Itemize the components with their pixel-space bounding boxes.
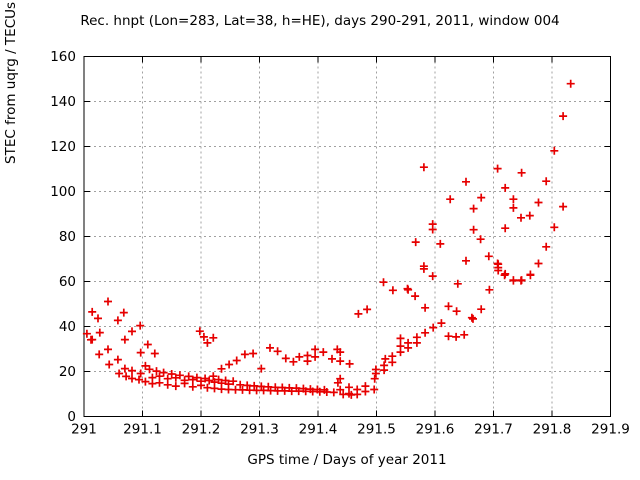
y-tick-label: 60 <box>59 274 76 290</box>
y-tick-label: 140 <box>50 94 76 110</box>
x-tick-label: 291.7 <box>474 422 513 438</box>
x-tick-label: 291.4 <box>299 422 338 438</box>
x-tick-label: 291.1 <box>123 422 162 438</box>
x-tick-label: 291.3 <box>240 422 279 438</box>
x-tick-label: 291.8 <box>533 422 572 438</box>
y-tick-label: 160 <box>50 49 76 65</box>
x-tick-label: 291.6 <box>416 422 455 438</box>
y-tick-label: 100 <box>50 184 76 200</box>
y-tick-label: 0 <box>67 409 76 425</box>
y-tick-label: 40 <box>59 319 76 335</box>
y-tick-label: 80 <box>59 229 76 245</box>
plot-frame <box>83 56 611 417</box>
x-tick-label: 291.2 <box>182 422 221 438</box>
x-tick-label: 291.9 <box>591 422 630 438</box>
x-tick-label: 291 <box>71 422 97 438</box>
y-tick-label: 120 <box>50 139 76 155</box>
x-tick-label: 291.5 <box>357 422 396 438</box>
chart-title: Rec. hnpt (Lon=283, Lat=38, h=HE), days … <box>80 13 560 29</box>
y-tick-label: 20 <box>59 364 76 380</box>
data-point-markers <box>82 79 575 399</box>
x-axis-label: GPS time / Days of year 2011 <box>247 452 447 468</box>
